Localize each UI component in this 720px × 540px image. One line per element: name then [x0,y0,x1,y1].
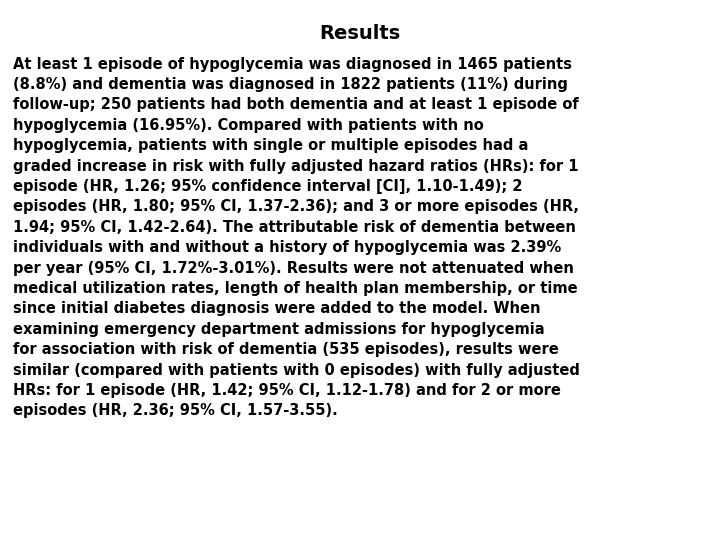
Text: Results: Results [320,24,400,43]
Text: At least 1 episode of hypoglycemia was diagnosed in 1465 patients
(8.8%) and dem: At least 1 episode of hypoglycemia was d… [13,57,580,418]
